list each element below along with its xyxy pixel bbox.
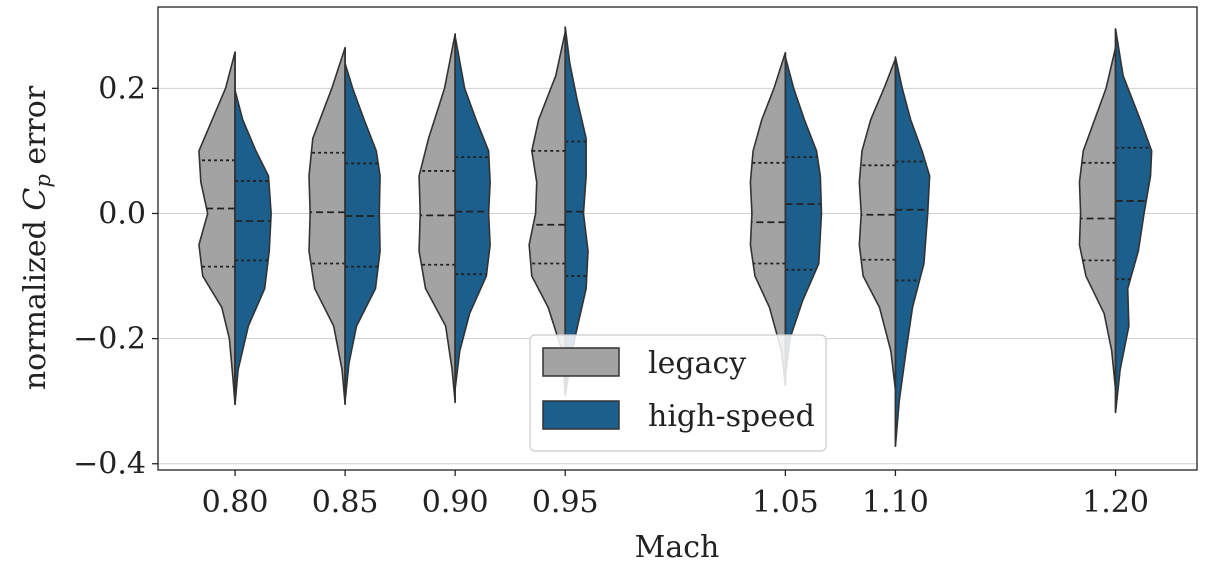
y-tick-label: 0.2 <box>98 71 146 106</box>
violin-legacy <box>749 51 787 387</box>
legend-swatch-legacy <box>542 347 620 377</box>
y-axis-ticks: −0.4 −0.2 0.0 0.2 <box>73 71 158 482</box>
violin-legacy <box>418 33 456 404</box>
x-tick-label: 0.90 <box>422 485 489 520</box>
y-axis-label-suffix: error <box>18 85 53 174</box>
violin-high-speed <box>894 56 931 448</box>
violin-legacy <box>528 31 567 396</box>
legend-label-high-speed: high-speed <box>648 399 815 434</box>
violin-high-speed <box>1114 28 1153 414</box>
violin-legacy <box>1078 46 1117 391</box>
violin-high-speed <box>784 56 823 377</box>
violin-plots <box>198 26 1153 448</box>
violin-legacy <box>308 46 346 406</box>
x-tick-label: 0.85 <box>312 485 379 520</box>
y-tick-label: 0.0 <box>98 196 146 231</box>
y-tick-label: −0.4 <box>73 447 146 482</box>
y-axis-label-prefix: normalized <box>18 211 53 391</box>
violin-legacy <box>858 58 897 391</box>
legend-swatch-high-speed <box>542 400 620 430</box>
plot-frame <box>157 6 1198 471</box>
x-tick-label: 0.95 <box>532 485 599 520</box>
violin-legacy <box>198 51 236 406</box>
x-axis-label: Mach <box>635 530 720 563</box>
y-axis-label-symbol: C <box>18 188 53 211</box>
x-tick-label: 0.80 <box>202 485 269 520</box>
violin-high-speed <box>234 89 272 406</box>
x-tick-label: 1.05 <box>752 485 819 520</box>
legend: legacy high-speed <box>529 334 827 452</box>
y-axis-label: normalized Cp error <box>18 85 55 390</box>
x-tick-label: 1.10 <box>862 485 929 520</box>
violin-high-speed <box>454 35 491 390</box>
legend-label-legacy: legacy <box>648 346 746 381</box>
x-axis-ticks: 0.80 0.85 0.90 0.95 1.05 1.10 1.20 <box>202 470 1149 520</box>
y-tick-label: −0.2 <box>73 322 146 357</box>
y-axis-label-subscript: p <box>31 174 55 187</box>
x-tick-label: 1.20 <box>1082 485 1149 520</box>
violin-high-speed <box>344 62 381 402</box>
